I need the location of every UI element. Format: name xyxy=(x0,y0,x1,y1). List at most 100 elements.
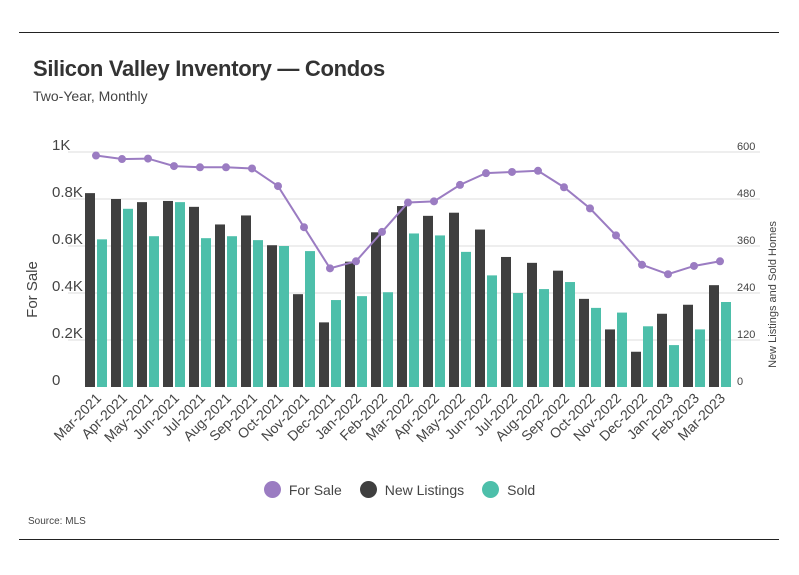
bar-new-listings xyxy=(371,232,381,387)
point-for-sale xyxy=(378,227,386,236)
y2-tick-label: 240 xyxy=(737,282,755,294)
bar-sold xyxy=(669,345,679,387)
bar-sold xyxy=(175,202,185,387)
bar-new-listings xyxy=(397,206,407,387)
bar-new-listings xyxy=(293,294,303,387)
bar-sold xyxy=(201,238,211,387)
point-for-sale xyxy=(404,198,412,207)
point-for-sale xyxy=(612,231,620,240)
point-for-sale xyxy=(248,164,256,173)
legend-label-for-sale: For Sale xyxy=(288,481,342,498)
legend-label-new-listings: New Listings xyxy=(384,481,465,498)
bar-sold xyxy=(435,235,445,387)
point-for-sale xyxy=(222,163,230,172)
bar-new-listings xyxy=(423,215,433,387)
bar-sold xyxy=(487,275,497,387)
bar-new-listings xyxy=(501,256,511,387)
bar-sold xyxy=(227,236,237,387)
bar-sold xyxy=(97,239,107,387)
bar-sold xyxy=(149,236,159,387)
point-for-sale xyxy=(92,151,100,160)
bar-sold xyxy=(695,329,705,387)
point-for-sale xyxy=(118,155,126,164)
point-for-sale xyxy=(664,270,672,279)
bar-new-listings xyxy=(553,270,563,387)
legend-swatch-for-sale xyxy=(263,481,281,498)
bar-sold xyxy=(461,251,471,387)
y-tick-label: 0.8K xyxy=(52,184,83,201)
y2-tick-label: 600 xyxy=(737,141,755,153)
point-for-sale xyxy=(690,261,698,270)
bar-sold xyxy=(305,251,315,387)
bar-new-listings xyxy=(137,202,147,387)
bar-sold xyxy=(513,293,523,387)
y-tick-label: 0 xyxy=(52,372,60,389)
bar-sold xyxy=(617,312,627,387)
legend-label-sold: Sold xyxy=(507,481,536,498)
bar-new-listings xyxy=(605,329,615,387)
y-tick-label: 0.2K xyxy=(52,325,83,342)
point-for-sale xyxy=(586,204,594,213)
bar-new-listings xyxy=(579,298,589,387)
bar-new-listings xyxy=(631,351,641,387)
bottom-rule xyxy=(19,539,779,540)
bar-sold xyxy=(539,289,549,387)
point-for-sale xyxy=(638,260,646,269)
y2-axis-label: New Listings and Sold Homes xyxy=(767,221,779,368)
bar-new-listings xyxy=(111,199,121,387)
bar-new-listings xyxy=(189,206,199,387)
bar-sold xyxy=(383,292,393,387)
bar-new-listings xyxy=(657,313,667,387)
y2-tick-label: 360 xyxy=(737,235,755,247)
bar-sold xyxy=(331,300,341,387)
bar-sold xyxy=(565,282,575,387)
point-for-sale xyxy=(300,223,308,232)
top-rule xyxy=(19,32,779,33)
point-for-sale xyxy=(326,264,334,273)
point-for-sale xyxy=(716,257,724,266)
chart-subtitle: Two-Year, Monthly xyxy=(33,88,148,104)
y-tick-label: 1K xyxy=(52,137,70,154)
point-for-sale xyxy=(456,180,464,189)
bar-new-listings xyxy=(527,262,537,387)
point-for-sale xyxy=(482,169,490,178)
legend: For Sale New Listings Sold xyxy=(0,481,799,498)
bar-sold xyxy=(253,240,263,387)
y2-tick-label: 0 xyxy=(737,376,743,388)
bar-new-listings xyxy=(683,304,693,387)
point-for-sale xyxy=(352,257,360,266)
bar-sold xyxy=(643,326,653,387)
y-tick-label: 0.4K xyxy=(52,278,83,295)
y-tick-label: 0.6K xyxy=(52,231,83,248)
source-note: Source: MLS xyxy=(28,516,86,527)
legend-swatch-sold xyxy=(482,481,500,498)
bar-sold xyxy=(721,302,731,387)
bar-sold xyxy=(409,233,419,387)
point-for-sale xyxy=(508,167,516,176)
bar-new-listings xyxy=(241,215,251,387)
legend-item-sold: Sold xyxy=(482,481,535,498)
bar-new-listings xyxy=(475,229,485,387)
point-for-sale xyxy=(196,163,204,172)
bar-new-listings xyxy=(267,245,277,387)
bar-new-listings xyxy=(345,261,355,387)
point-for-sale xyxy=(274,182,282,191)
point-for-sale xyxy=(144,154,152,163)
bar-sold xyxy=(123,208,133,387)
bar-new-listings xyxy=(449,212,459,387)
bar-sold xyxy=(279,246,289,387)
bar-new-listings xyxy=(319,322,329,387)
y2-tick-label: 480 xyxy=(737,188,755,200)
point-for-sale xyxy=(534,166,542,175)
bar-new-listings xyxy=(163,200,173,387)
y-axis-label: For Sale xyxy=(24,261,41,318)
chart-title: Silicon Valley Inventory — Condos xyxy=(33,56,385,81)
bar-new-listings xyxy=(709,285,719,387)
legend-item-new-listings: New Listings xyxy=(359,481,465,498)
bar-new-listings xyxy=(85,193,95,387)
legend-swatch-new-listings xyxy=(359,481,377,498)
legend-item-for-sale: For Sale xyxy=(263,481,342,498)
point-for-sale xyxy=(430,197,438,206)
y2-tick-label: 120 xyxy=(737,329,755,341)
